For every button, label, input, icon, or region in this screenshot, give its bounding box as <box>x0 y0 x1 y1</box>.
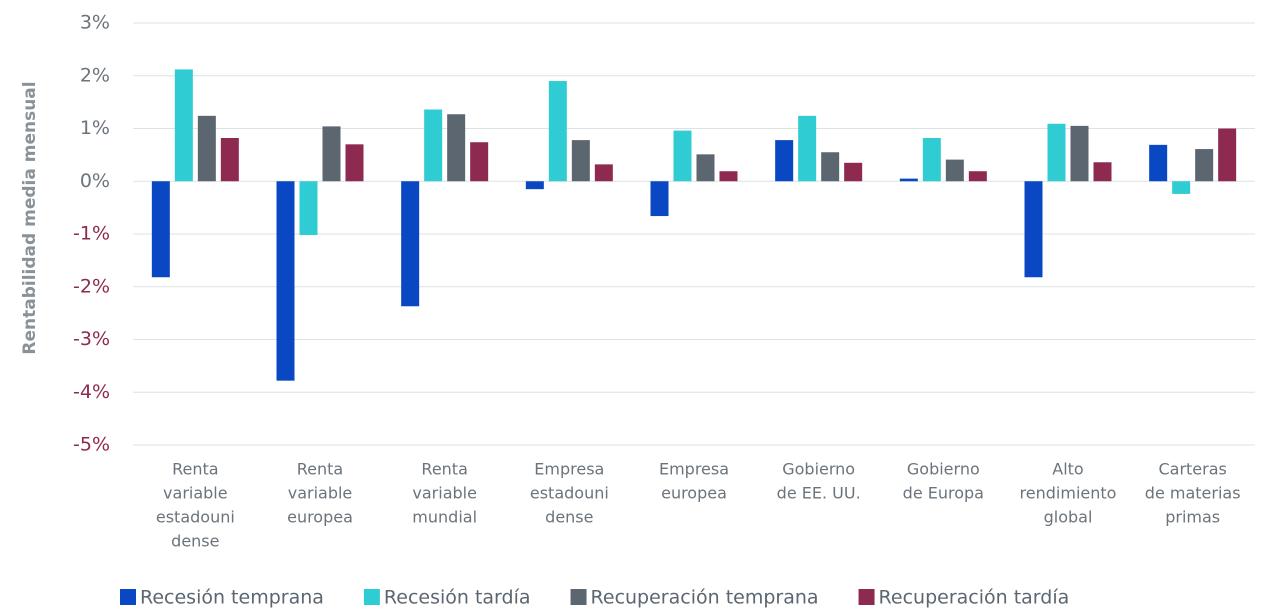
bar <box>945 159 964 182</box>
bar <box>1093 162 1112 182</box>
x-tick-label: Empresa <box>534 460 604 479</box>
bar <box>1047 123 1066 182</box>
y-tick-label: -1% <box>73 223 110 245</box>
x-tick-label: europea <box>661 484 727 503</box>
legend-swatch <box>363 589 380 605</box>
x-tick-label: mundial <box>412 508 477 527</box>
x-tick-label: de EE. UU. <box>777 484 861 503</box>
legend-swatch <box>120 589 136 605</box>
bar <box>821 152 840 182</box>
x-tick-label: Alto <box>1052 460 1083 479</box>
y-tick-label: -4% <box>73 381 110 403</box>
bar <box>322 126 341 182</box>
legend-swatch <box>858 589 875 605</box>
x-tick-label: Gobierno <box>907 460 980 479</box>
bar <box>844 162 863 182</box>
legend-label: Recuperación tardía <box>879 587 1070 609</box>
bar <box>1195 149 1214 182</box>
legend-label: Recesión temprana <box>140 587 324 609</box>
bar <box>345 144 364 182</box>
y-tick-label: 1% <box>80 117 110 139</box>
bar <box>470 142 489 182</box>
bar <box>525 181 544 190</box>
legend-label: Recesión tardía <box>384 587 531 609</box>
y-tick-label: -5% <box>73 434 110 456</box>
x-tick-label: Carteras <box>1158 460 1226 479</box>
x-tick-label: variable <box>163 484 228 503</box>
bar <box>594 164 613 182</box>
y-tick-label: 0% <box>80 170 110 192</box>
bar <box>1070 125 1089 182</box>
bar <box>1024 181 1043 278</box>
x-tick-label: dense <box>171 532 219 551</box>
x-tick-label: Renta <box>421 460 467 479</box>
bar <box>174 69 193 182</box>
bar <box>719 171 738 182</box>
bar <box>447 114 466 182</box>
x-tick-label: Renta <box>172 460 218 479</box>
y-tick-label: -2% <box>73 275 110 297</box>
x-tick-label: dense <box>545 508 593 527</box>
y-tick-label: 3% <box>80 12 110 34</box>
x-tick-label: rendimiento <box>1020 484 1117 503</box>
bar <box>1218 128 1237 182</box>
x-tick-label: primas <box>1165 508 1220 527</box>
y-tick-label: 2% <box>80 64 110 86</box>
bar <box>220 137 239 182</box>
x-tick-label: variable <box>288 484 353 503</box>
x-tick-label: Gobierno <box>782 460 855 479</box>
bar <box>968 171 987 182</box>
bar <box>673 130 692 182</box>
bar <box>151 181 170 278</box>
x-tick-label: global <box>1044 508 1093 527</box>
bar <box>696 154 715 182</box>
y-axis-label: Rentabilidad media mensual <box>20 81 40 354</box>
bar <box>1172 181 1191 194</box>
x-tick-label: Empresa <box>659 460 729 479</box>
legend-label: Recuperación temprana <box>591 587 819 609</box>
bar <box>548 81 567 182</box>
bar <box>197 115 216 182</box>
bar <box>899 178 918 182</box>
bar <box>571 140 590 182</box>
bar <box>775 140 794 182</box>
bar <box>424 109 443 182</box>
y-tick-label: -3% <box>73 328 110 350</box>
x-tick-label: de materias <box>1145 484 1241 503</box>
bar <box>650 181 669 217</box>
x-tick-label: estadouni <box>530 484 609 503</box>
x-tick-label: de Europa <box>903 484 984 503</box>
x-tick-label: Renta <box>297 460 343 479</box>
bar <box>299 181 318 236</box>
bar <box>798 115 817 182</box>
bar <box>401 181 420 307</box>
bar <box>1149 144 1168 182</box>
x-tick-label: variable <box>412 484 477 503</box>
bar <box>276 181 295 381</box>
x-tick-label: europea <box>287 508 353 527</box>
bar <box>922 137 941 182</box>
legend-swatch <box>570 589 587 605</box>
x-tick-label: estadouni <box>156 508 235 527</box>
